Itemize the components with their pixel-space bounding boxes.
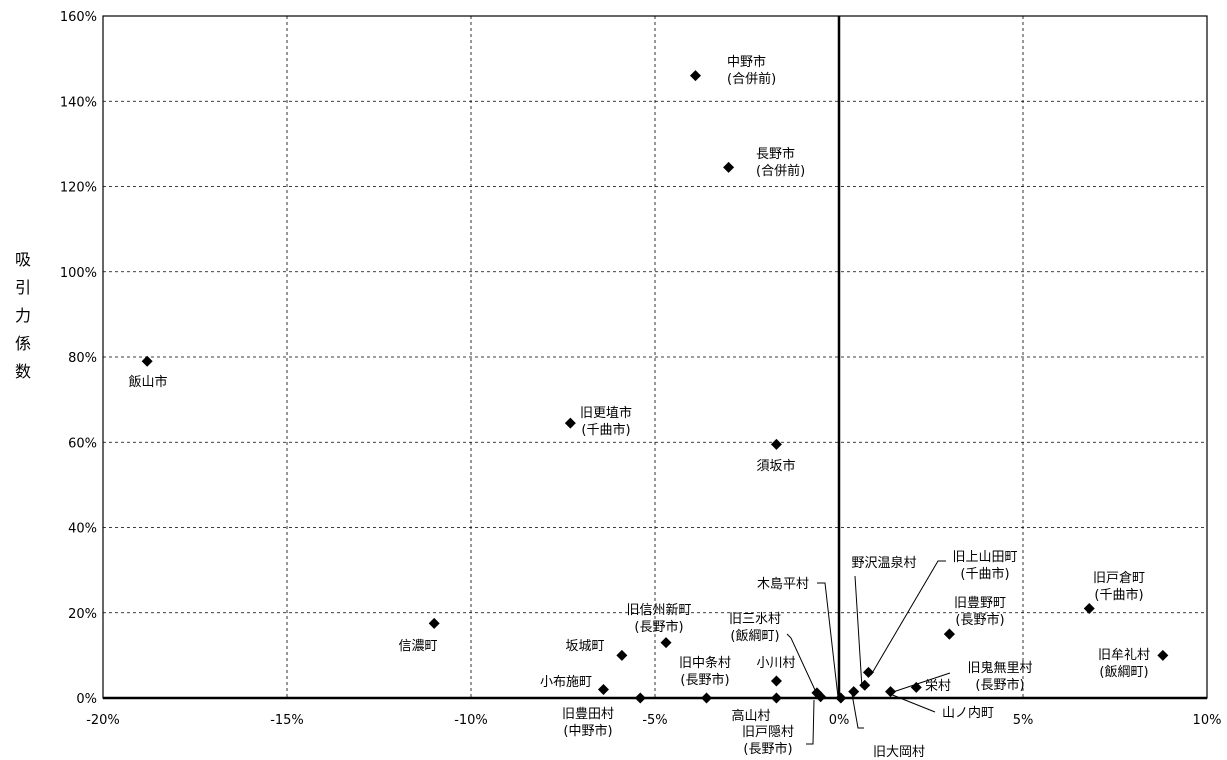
x-tick-label: 5% xyxy=(1013,713,1034,728)
point-label: 坂城町 xyxy=(565,639,604,654)
data-point-marker xyxy=(634,692,646,704)
data-point-marker xyxy=(597,683,609,695)
leader-line xyxy=(889,693,936,713)
leader-line xyxy=(892,672,951,693)
data-point-marker xyxy=(660,637,672,649)
data-point-marker xyxy=(723,161,735,173)
leader-lines xyxy=(786,560,951,745)
leader-line xyxy=(851,693,864,729)
data-point-marker xyxy=(770,675,782,687)
y-axis-label-char: 引 xyxy=(14,278,31,297)
y-axis-label-char: 係 xyxy=(14,334,31,353)
data-point-marker xyxy=(910,681,922,693)
leader-line xyxy=(786,633,816,691)
point-label: 飯山市 xyxy=(128,374,167,390)
point-label: 旧中条村(長野市) xyxy=(679,655,731,688)
point-label: 旧大岡村(長野市) xyxy=(873,745,925,760)
point-label: 旧豊野町(長野市) xyxy=(954,596,1006,628)
point-label: 中野市(合併前) xyxy=(727,54,776,87)
x-tick-label: 0% xyxy=(829,713,850,728)
y-axis-label-char: 吸 xyxy=(14,250,31,269)
data-point-marker xyxy=(848,686,860,698)
y-tick-label: 80% xyxy=(68,351,97,366)
point-label: 長野市(合併前) xyxy=(756,146,805,179)
x-tick-labels: -20% -15% -10% -5% 0% 5% 10% xyxy=(86,713,1221,728)
point-label: 山ノ内町 xyxy=(942,705,994,721)
data-points xyxy=(141,70,1169,704)
point-label: 信濃町 xyxy=(398,639,437,654)
data-point-marker xyxy=(689,70,701,82)
leader-line xyxy=(817,582,839,698)
data-point-marker xyxy=(835,692,847,704)
y-tick-labels: 0% 20% 40% 60% 80% 100% 120% 140% 160% xyxy=(60,10,97,707)
point-label: 旧豊田村(中野市) xyxy=(562,707,614,739)
y-tick-label: 160% xyxy=(60,10,97,25)
y-axis-label-char: 数 xyxy=(14,362,31,381)
data-point-marker xyxy=(770,438,782,450)
point-label: 小布施町 xyxy=(540,675,592,690)
point-label: 小川村 xyxy=(756,656,795,671)
x-tick-label: -20% xyxy=(86,713,120,728)
point-label: 旧牟礼村(飯綱町) xyxy=(1098,647,1150,680)
data-point-marker xyxy=(616,649,628,661)
data-point-marker xyxy=(428,617,440,629)
data-point-marker xyxy=(943,628,955,640)
data-point-marker xyxy=(859,679,871,691)
grid-lines xyxy=(103,16,1207,698)
y-tick-label: 0% xyxy=(76,692,97,707)
leader-line xyxy=(854,575,863,689)
point-label: 野沢温泉村 xyxy=(851,555,916,571)
point-label: 栄村 xyxy=(925,679,951,694)
y-tick-label: 20% xyxy=(68,607,97,622)
x-tick-label: 10% xyxy=(1193,713,1222,728)
data-point-marker xyxy=(1157,649,1169,661)
point-label: 旧戸隠村(長野市) xyxy=(742,725,794,757)
data-point-marker xyxy=(770,692,782,704)
y-tick-label: 40% xyxy=(68,522,97,537)
point-label: 旧更埴市(千曲市) xyxy=(580,405,632,438)
x-tick-label: -5% xyxy=(642,713,667,728)
point-label: 旧戸倉町(千曲市) xyxy=(1093,571,1145,603)
point-label: 高山村 xyxy=(731,708,770,724)
data-point-marker xyxy=(885,686,897,698)
point-label: 旧鬼無里村(長野市) xyxy=(967,660,1032,693)
y-tick-label: 100% xyxy=(60,266,97,281)
data-point-marker xyxy=(141,355,153,367)
point-label: 旧上山田町(千曲市) xyxy=(952,550,1017,582)
y-tick-label: 60% xyxy=(68,436,97,451)
x-tick-label: -15% xyxy=(270,713,304,728)
leader-line xyxy=(806,699,815,745)
y-tick-label: 120% xyxy=(60,181,97,196)
leader-line xyxy=(870,560,946,676)
y-axis-label: 吸引力係数 xyxy=(10,246,36,386)
data-point-marker xyxy=(701,692,713,704)
point-label: 木島平村 xyxy=(757,577,809,592)
y-tick-label: 140% xyxy=(60,95,97,110)
point-label: 旧三水村(飯綱町) xyxy=(729,612,781,644)
data-point-marker xyxy=(1083,602,1095,614)
x-tick-label: -10% xyxy=(454,713,488,728)
data-point-marker xyxy=(564,417,576,429)
point-label: 須坂市 xyxy=(756,458,795,474)
point-label: 旧信州新町(長野市) xyxy=(626,602,691,635)
data-point-marker xyxy=(862,666,874,678)
y-axis-label-char: 力 xyxy=(14,306,31,325)
data-point-marker xyxy=(815,691,827,703)
